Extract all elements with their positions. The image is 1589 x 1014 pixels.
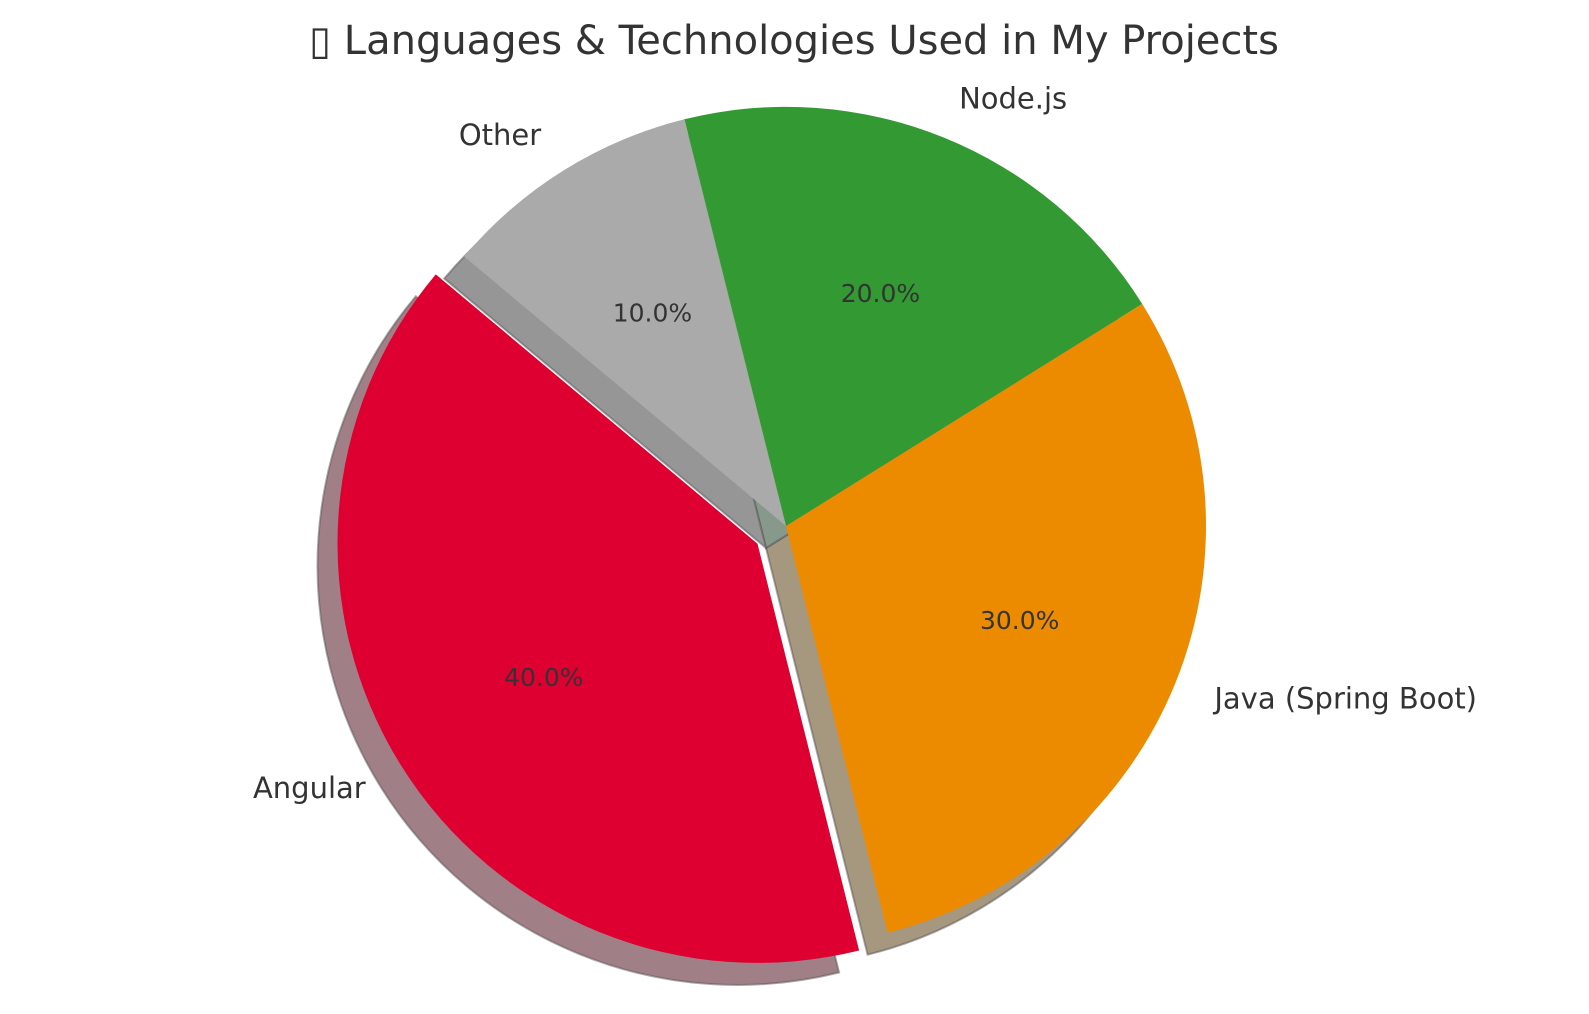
slice-angular [337,274,860,963]
label-angular: Angular [253,771,366,805]
label-other: Other [459,118,541,152]
slice-labels: Angular 40.0% Java (Spring Boot) 30.0% Node.… [253,81,1477,805]
slice-node-js [684,106,1143,526]
pct-node-js: 20.0% [841,279,920,308]
pct-other: 10.0% [613,299,692,328]
slice-other [464,119,786,527]
pie-slices [337,106,1206,963]
label-node-js: Node.js [959,81,1067,115]
pct-java-spring-boot: 30.0% [980,606,1059,635]
pct-angular: 40.0% [504,663,583,692]
label-java-spring-boot: Java (Spring Boot) [1212,682,1477,716]
chart-title: ▯ Languages & Technologies Used in My Pr… [309,18,1279,64]
slice-java-spring-boot [786,303,1206,933]
